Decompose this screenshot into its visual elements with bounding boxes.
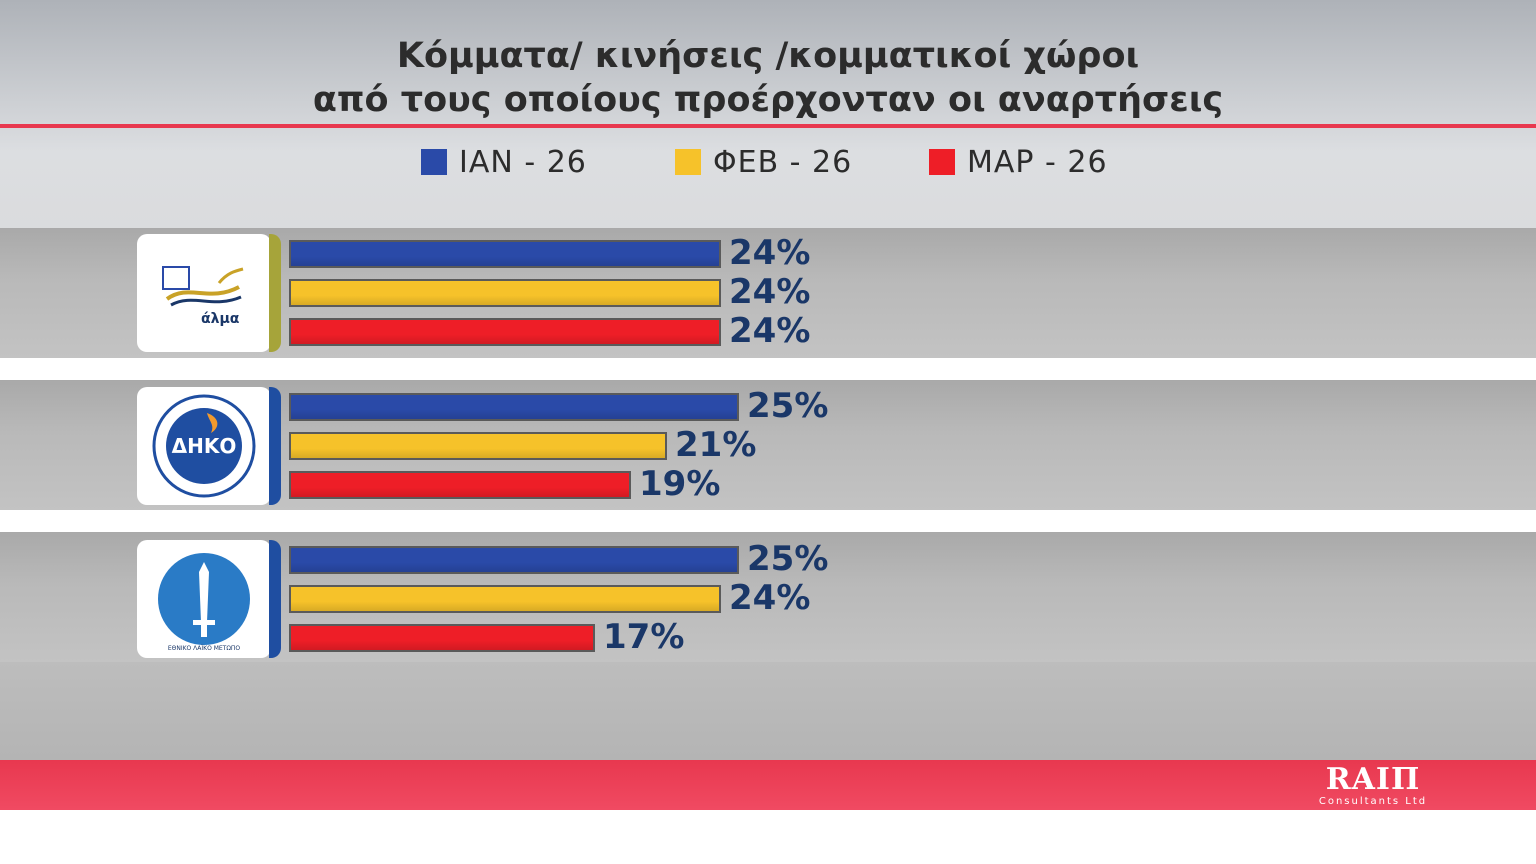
legend-item-jan: ΙΑΝ - 26 <box>421 142 587 182</box>
legend-label-jan: ΙΑΝ - 26 <box>459 144 587 180</box>
bar-label-elam-feb: 24% <box>729 578 811 618</box>
legend-swatch-jan <box>421 149 447 175</box>
elam-logo-text: ΕΘΝΙΚΟ ΛΑΪΚΟ ΜΕΤΩΠΟ <box>168 645 241 652</box>
diko-logo-edge <box>269 387 281 505</box>
bar-alma-mar <box>289 318 721 346</box>
bar-label-elam-mar: 17% <box>603 617 685 657</box>
legend-swatch-feb <box>675 149 701 175</box>
band-separator <box>0 510 1536 532</box>
bar-diko-feb <box>289 432 667 460</box>
bar-label-alma-mar: 24% <box>729 311 811 351</box>
bar-alma-feb <box>289 279 721 307</box>
alma-logo: άλμα <box>137 234 271 352</box>
rain-brand-text: RAIΠ <box>1325 762 1421 797</box>
bar-elam-mar <box>289 624 595 652</box>
diko-logo-text: ΔΗΚΟ <box>172 434 237 458</box>
legend-item-feb: ΦΕΒ - 26 <box>675 142 852 182</box>
legend: ΙΑΝ - 26 ΦΕΒ - 26 ΜΑΡ - 26 <box>0 142 1536 182</box>
bar-elam-feb <box>289 585 721 613</box>
diko-logo-graphic: ΔΗΚΟ <box>152 394 256 498</box>
alma-logo-edge <box>269 234 281 352</box>
bar-label-alma-feb: 24% <box>729 272 811 312</box>
bar-label-elam-jan: 25% <box>747 539 829 579</box>
legend-label-feb: ΦΕΒ - 26 <box>713 144 853 180</box>
legend-swatch-mar <box>929 149 955 175</box>
legend-label-mar: ΜΑΡ - 26 <box>967 144 1108 180</box>
diko-logo: ΔΗΚΟ <box>137 387 271 505</box>
bar-label-alma-jan: 24% <box>729 233 811 273</box>
title-divider <box>0 124 1536 128</box>
rain-brand-subtext: Consultants Ltd <box>1318 796 1428 807</box>
elam-logo: ΕΘΝΙΚΟ ΛΑΪΚΟ ΜΕΤΩΠΟ <box>137 540 271 658</box>
elam-logo-edge <box>269 540 281 658</box>
alma-logo-graphic: άλμα <box>162 266 244 327</box>
elam-logo-graphic: ΕΘΝΙΚΟ ΛΑΪΚΟ ΜΕΤΩΠΟ <box>158 553 250 652</box>
title-line-2: από τους οποίους προέρχονταν οι αναρτήσε… <box>312 80 1224 120</box>
title-line-1: Κόμματα/ κινήσεις /κομματικοί χώροι <box>396 36 1140 76</box>
bar-label-diko-feb: 21% <box>675 425 757 465</box>
chart-title: Κόμματα/ κινήσεις /κομματικοί χώροι από … <box>0 34 1536 122</box>
footer-bar <box>0 760 1536 810</box>
bar-diko-jan <box>289 393 739 421</box>
bar-elam-jan <box>289 546 739 574</box>
legend-item-mar: ΜΑΡ - 26 <box>929 142 1108 182</box>
bar-label-diko-jan: 25% <box>747 386 829 426</box>
bar-label-diko-mar: 19% <box>639 464 721 504</box>
bar-diko-mar <box>289 471 631 499</box>
rain-brand-logo: RAIΠ Consultants Ltd <box>1308 764 1438 808</box>
band-separator <box>0 358 1536 380</box>
bar-alma-jan <box>289 240 721 268</box>
alma-logo-text: άλμα <box>201 311 240 327</box>
